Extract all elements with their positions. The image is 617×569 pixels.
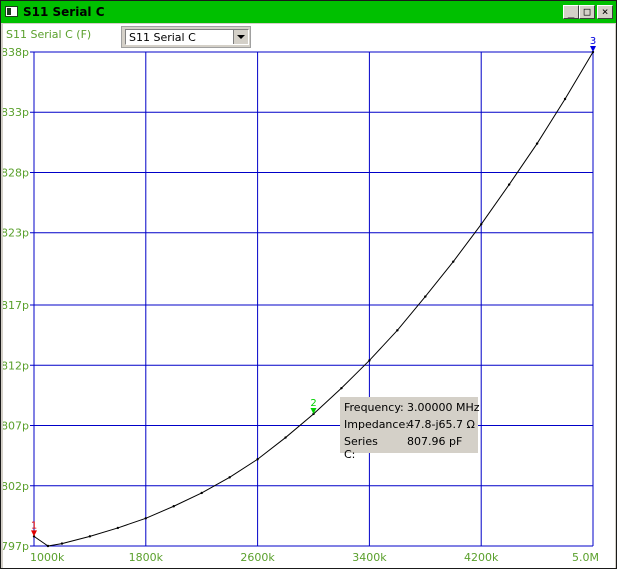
y-tick-label-4: 817p — [3, 299, 29, 312]
data-point-10 — [284, 436, 287, 439]
x-tick-label-0: 1000k — [30, 551, 65, 564]
chart-canvas[interactable]: 1000k 1800k 2600k 3400k 4200k 5.0M 797p 802p 807… — [3, 24, 615, 568]
y-tick-label-0: 797p — [3, 540, 29, 553]
data-point-9 — [256, 458, 259, 461]
x-tick-label-1: 1800k — [129, 551, 164, 564]
data-point-20 — [563, 97, 567, 101]
data-point-15 — [424, 295, 427, 298]
data-point-19 — [535, 142, 539, 145]
data-point-14 — [396, 329, 399, 332]
x-tick-label-4: 4200k — [464, 551, 499, 564]
impedance-value: 47.8-j65.7 Ω — [407, 418, 475, 431]
data-point-1 — [46, 544, 50, 548]
marker-label-2: 2 — [310, 398, 316, 409]
trace-selector-value: S11 Serial C — [129, 31, 196, 44]
series-c-value: 807.96 pF — [407, 435, 463, 448]
y-tick-label-3: 812p — [3, 359, 29, 372]
marker-info-box: Frequency: 3.00000 MHz Impedance: 47.8-j… — [340, 397, 480, 461]
chart-area[interactable]: 1000k 1800k 2600k 3400k 4200k 5.0M 797p 802p 807… — [3, 24, 615, 568]
title-bar[interactable]: S11 Serial C _ □ × — [1, 1, 616, 23]
window-title: S11 Serial C — [23, 5, 105, 19]
data-point-12 — [340, 386, 343, 390]
y-tick-label-7: 833p — [3, 106, 29, 119]
y-tick-label-1: 802p — [3, 480, 29, 493]
x-tick-label-5: 5.0M — [572, 551, 599, 564]
series-line — [33, 51, 594, 547]
maximize-button[interactable]: □ — [579, 5, 595, 19]
data-point-13 — [368, 359, 371, 362]
data-point-2 — [60, 542, 64, 545]
y-tick-label-6: 828p — [3, 166, 29, 179]
chart-title: S11 Serial C (F) — [6, 28, 92, 41]
minimize-button[interactable]: _ — [563, 5, 579, 19]
impedance-label: Impedance: — [344, 418, 409, 431]
chevron-down-icon[interactable] — [233, 30, 248, 44]
trace-selector[interactable]: S11 Serial C — [121, 26, 251, 48]
data-point-18 — [507, 183, 511, 186]
frequency-value: 3.00000 MHz — [407, 401, 480, 414]
data-point-17 — [480, 223, 483, 226]
series-c-label: Series C: — [344, 435, 378, 461]
marker-3-icon — [590, 46, 596, 52]
data-point-3 — [88, 535, 92, 538]
marker-2-icon — [310, 407, 317, 414]
data-point-5 — [144, 517, 147, 520]
data-point-16 — [452, 260, 455, 263]
marker-label-1: 1 — [31, 520, 37, 531]
trace-selector-field[interactable]: S11 Serial C — [125, 29, 249, 45]
x-tick-label-2: 2600k — [240, 551, 275, 564]
marker-label-3: 3 — [590, 36, 596, 47]
window-icon[interactable] — [5, 6, 18, 17]
data-point-4 — [116, 526, 120, 530]
data-point-7 — [200, 491, 203, 495]
y-tick-label-8: 838p — [3, 46, 29, 59]
marker-1-icon — [31, 530, 37, 537]
x-tick-label-3: 3400k — [352, 551, 387, 564]
close-button[interactable]: × — [597, 5, 613, 19]
y-tick-label-5: 823p — [3, 227, 29, 240]
y-tick-label-2: 807p — [3, 420, 29, 433]
data-point-6 — [172, 505, 175, 508]
data-point-8 — [228, 476, 231, 479]
frequency-label: Frequency: — [344, 401, 404, 414]
